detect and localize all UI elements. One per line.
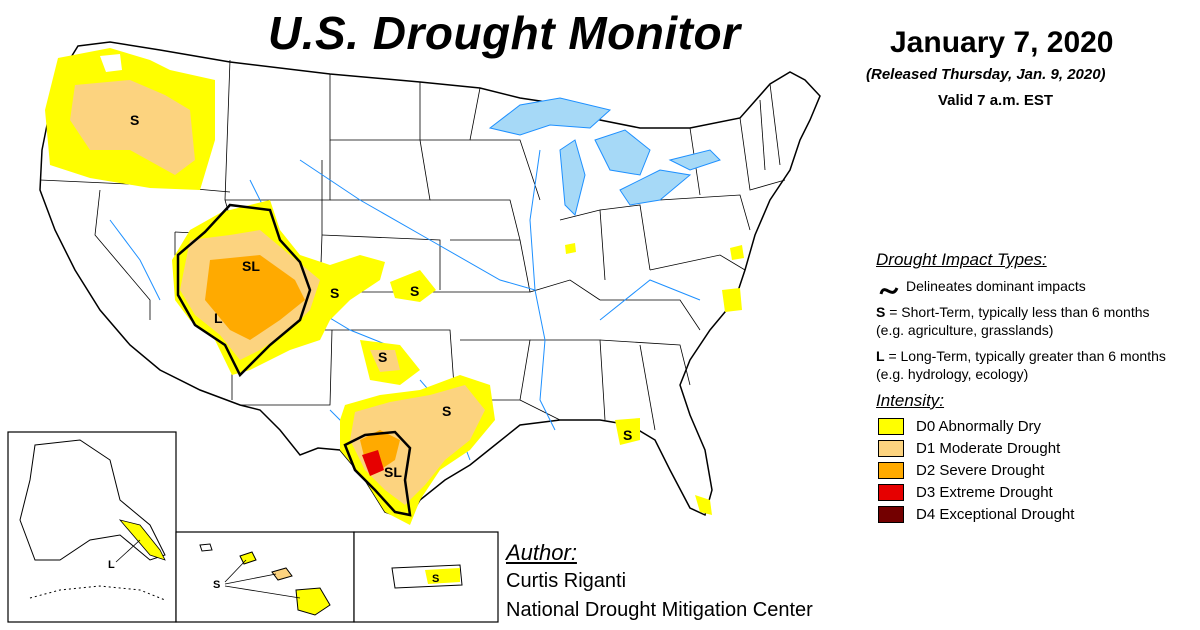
long-term-description: L = Long-Term, typically greater than 6 …	[876, 347, 1166, 383]
label-texas-east: S	[442, 403, 451, 419]
short-term-description: S = Short-Term, typically less than 6 mo…	[876, 303, 1166, 339]
intensity-swatch	[878, 483, 904, 501]
intensity-swatch	[878, 439, 904, 457]
intensity-row: D0 Abnormally Dry	[876, 415, 1186, 437]
label-puerto-rico: S	[432, 573, 439, 585]
intensity-swatch	[878, 505, 904, 523]
conus-map	[39, 41, 821, 525]
valid-time: Valid 7 a.m. EST	[938, 92, 1054, 109]
short-term-text: = Short-Term, typically less than 6 mont…	[876, 304, 1150, 338]
leader-lines	[115, 539, 301, 599]
impact-delineates-row: Delineates dominant impacts	[876, 278, 1186, 294]
release-date: (Released Thursday, Jan. 9, 2020)	[866, 66, 1106, 83]
label-four-corners-south: L	[214, 310, 223, 326]
label-alaska: L	[108, 559, 115, 571]
drought-southeast	[565, 243, 744, 515]
hawaii-inset	[175, 531, 355, 623]
alaska-inset	[7, 431, 177, 623]
author-heading: Author:	[506, 540, 577, 565]
intensity-swatch	[878, 461, 904, 479]
great-lakes	[488, 97, 721, 216]
author-org: National Drought Mitigation Center	[506, 599, 813, 621]
puerto-rico-inset	[353, 531, 499, 623]
long-term-letter: L	[876, 348, 885, 364]
impact-line-symbol	[879, 287, 899, 295]
legend: Drought Impact Types: Delineates dominan…	[876, 250, 1186, 525]
intensity-label: D3 Extreme Drought	[916, 483, 1053, 501]
intensity-row: D3 Extreme Drought	[876, 481, 1186, 503]
long-term-text: = Long-Term, typically greater than 6 mo…	[876, 348, 1166, 382]
label-kansas: S	[410, 283, 419, 299]
drought-plains	[360, 270, 436, 385]
intensity-row: D1 Moderate Drought	[876, 437, 1186, 459]
intensity-label: D0 Abnormally Dry	[916, 417, 1042, 435]
label-colorado-east: S	[330, 285, 339, 301]
intensity-row: D4 Exceptional Drought	[876, 503, 1186, 525]
label-florida: S	[623, 427, 632, 443]
impact-types-heading: Drought Impact Types:	[876, 250, 1047, 269]
intensity-row: D2 Severe Drought	[876, 459, 1186, 481]
label-hawaii: S	[213, 579, 220, 591]
intensity-label: D2 Severe Drought	[916, 461, 1045, 479]
label-texas-south: SL	[384, 464, 402, 480]
short-term-letter: S	[876, 304, 886, 320]
impact-delineates-text: Delineates dominant impacts	[906, 278, 1086, 294]
author-name: Curtis Riganti	[506, 570, 627, 592]
map-title: U.S. Drought Monitor	[268, 7, 741, 59]
map-date: January 7, 2020	[890, 26, 1114, 59]
intensity-list: D0 Abnormally Dry D1 Moderate Drought D2 S…	[876, 415, 1186, 525]
intensity-swatch	[878, 417, 904, 435]
label-oklahoma: S	[378, 349, 387, 365]
author-block: Author: Curtis Riganti National Drought …	[506, 540, 813, 622]
intensity-label: D1 Moderate Drought	[916, 439, 1061, 457]
drought-texas	[340, 375, 495, 525]
intensity-label: D4 Exceptional Drought	[916, 505, 1075, 523]
drought-four-corners	[172, 200, 385, 378]
label-oregon: S	[130, 112, 139, 128]
drought-pnw	[45, 48, 215, 190]
intensity-heading: Intensity:	[876, 391, 945, 410]
label-four-corners-north: SL	[242, 258, 260, 274]
